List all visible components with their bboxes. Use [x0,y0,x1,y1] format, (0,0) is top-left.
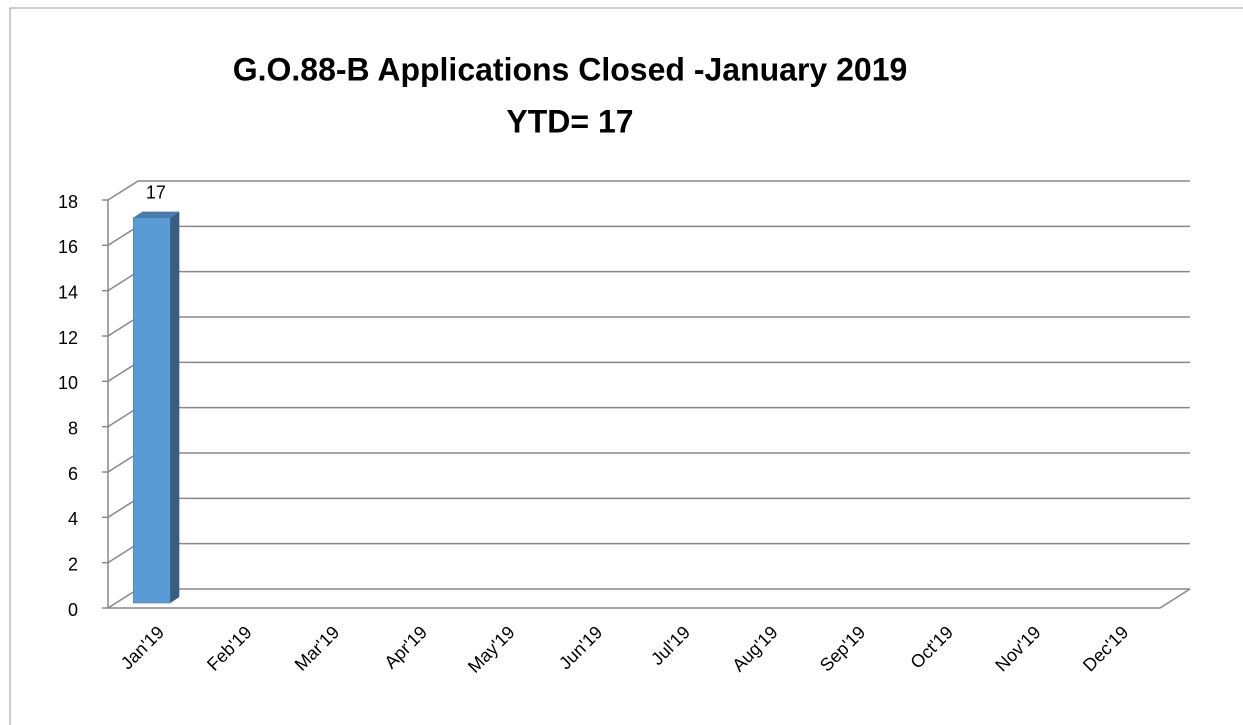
y-tick-label: 16 [58,237,78,257]
bar-top [133,211,180,218]
grid-line [107,225,139,246]
chart-title: G.O.88-B Applications Closed -January 20… [233,51,908,87]
chart-border [9,7,1243,725]
grid-line [107,180,139,201]
y-tick-label: 8 [68,418,78,438]
bar-side [170,211,180,603]
grid-line [107,588,139,609]
bar [133,217,171,604]
data-label: 17 [146,182,166,202]
y-tick-label: 12 [58,328,78,348]
grid-line [107,361,139,382]
floor [108,588,1191,609]
grid-line [107,543,139,564]
grid-line [107,271,139,292]
y-tick-label: 14 [58,282,78,302]
y-tick-label: 2 [68,554,78,574]
y-tick-label: 4 [68,509,78,529]
chart-subtitle: YTD= 17 [506,103,633,139]
grid-line [107,407,139,428]
y-tick-label: 0 [68,600,78,620]
grid-line [107,497,139,518]
y-tick-label: 6 [68,464,78,484]
grid-line [107,452,139,473]
y-tick-label: 18 [58,192,78,212]
y-tick-label: 10 [58,373,78,393]
grid-line [107,316,139,337]
